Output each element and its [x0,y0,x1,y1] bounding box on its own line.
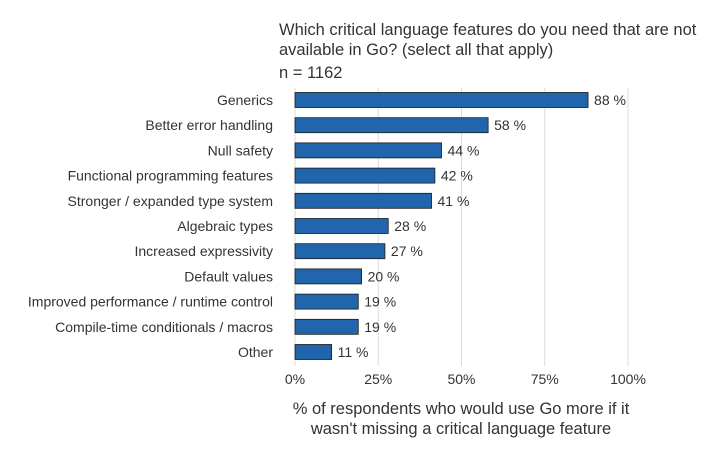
bar [294,268,362,285]
value-labels: 88 % 58 % 44 % 42 % 41 % 28 % 27 % 20 % 19 % 19 %… [338,92,626,360]
x-tick-label: 100% [610,371,646,387]
category-label: Compile-time conditionals / macros [55,319,273,335]
data-label: 20 % [368,268,400,284]
category-label: Stronger / expanded type system [68,193,273,209]
bar [294,318,359,335]
category-label: Null safety [208,142,273,158]
category-label: Generics [217,92,273,108]
bar [294,92,589,108]
data-label: 41 % [438,193,470,209]
x-tick-label: 25% [364,371,392,387]
data-label: 88 % [594,92,626,108]
data-label: 11 % [338,344,369,360]
x-tick-labels: 0% 25% 50% 75% 100% [285,371,646,387]
data-label: 28 % [394,218,426,234]
bar [294,293,359,310]
data-label: 19 % [364,294,396,310]
category-label: Increased expressivity [134,243,273,259]
data-label: 19 % [364,319,396,335]
x-axis-title: % of respondents who would use Go more i… [292,400,630,438]
bar [294,167,436,184]
x-tick-label: 0% [285,371,305,387]
bars [294,92,589,360]
category-label: Default values [184,268,273,284]
bar [294,192,432,209]
bar [294,117,489,134]
x-tick-label: 75% [531,371,559,387]
category-label: Better error handling [145,117,273,133]
category-label: Algebraic types [177,218,273,234]
x-tick-label: 50% [447,371,475,387]
category-label: Functional programming features [68,168,273,184]
chart-title: Which critical language features do you … [279,21,697,59]
bar [294,142,442,159]
category-label: Improved performance / runtime control [28,294,273,310]
data-label: 27 % [391,243,423,259]
data-label: 42 % [441,168,473,184]
category-label: Other [238,344,273,360]
bar [294,344,333,360]
data-label: 44 % [448,142,480,158]
category-labels: Generics Better error handling Null safety… [28,92,273,360]
bar [294,218,389,234]
chart-subtitle: n = 1162 [279,64,343,82]
data-label: 58 % [494,117,526,133]
bar [294,243,386,260]
